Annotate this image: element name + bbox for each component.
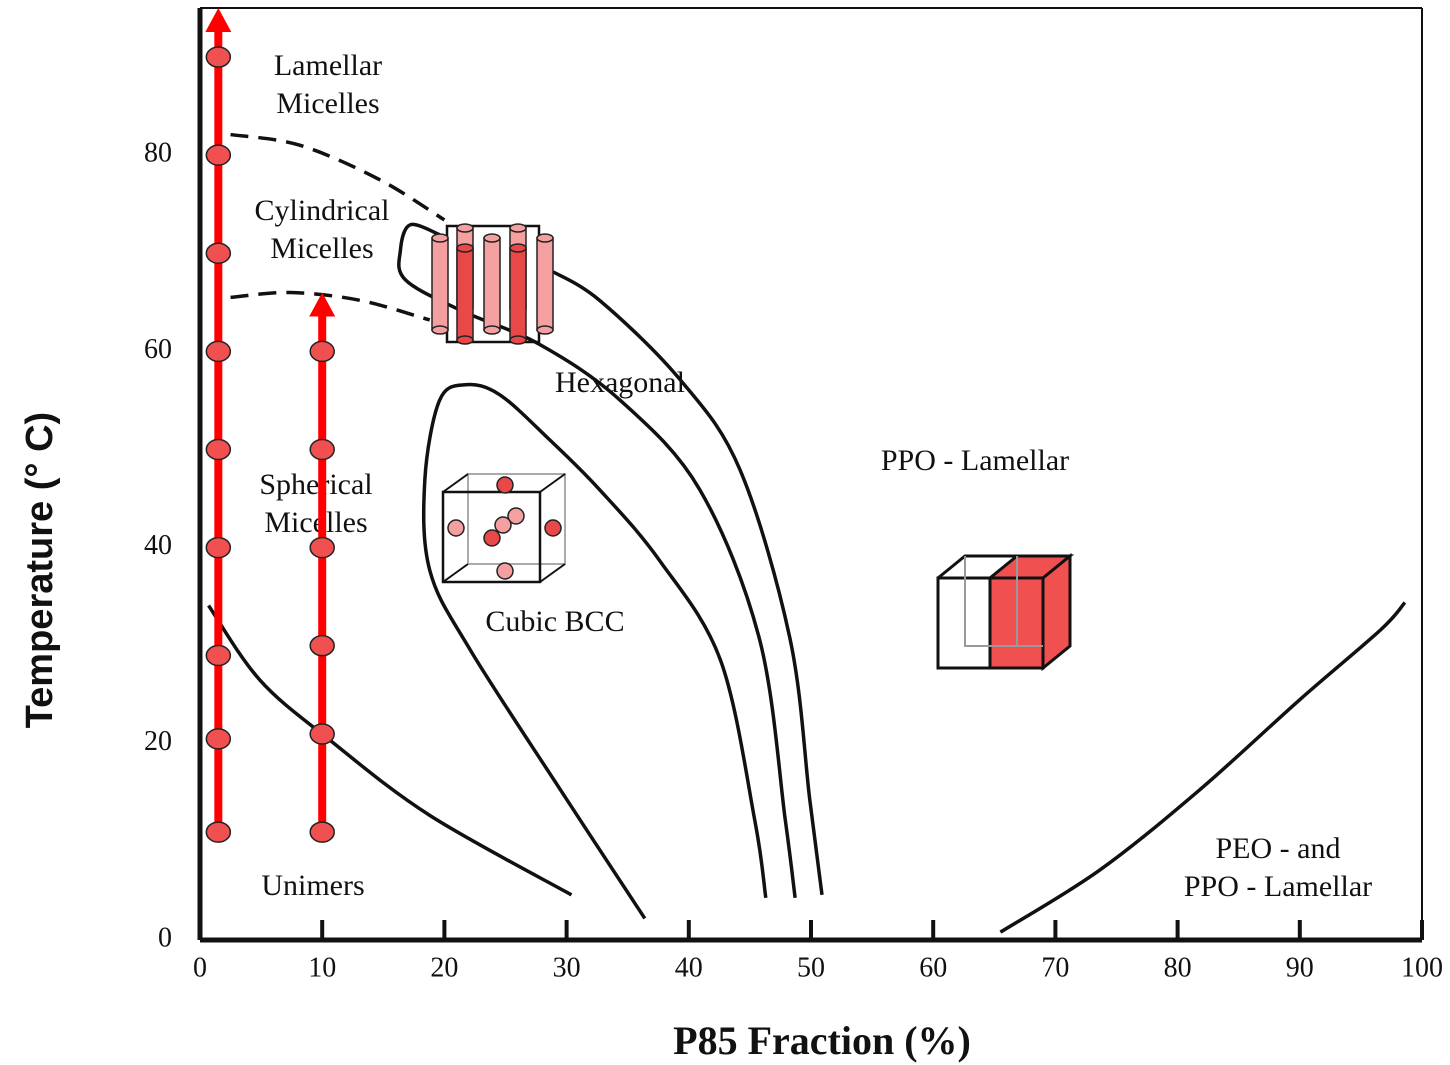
cylinder xyxy=(536,237,554,331)
data-point xyxy=(205,821,232,843)
y-tick-label: 0 xyxy=(158,922,172,953)
cylinder-bottom xyxy=(536,325,554,335)
x-tick-label: 10 xyxy=(308,952,336,983)
region-label: Hexagonal xyxy=(555,366,685,399)
atom xyxy=(496,476,514,494)
cube-back xyxy=(467,473,566,565)
phase-boundary xyxy=(397,222,797,899)
cylinder-top xyxy=(509,223,527,233)
region-label: Micelles xyxy=(270,232,373,265)
cube-front xyxy=(441,490,542,584)
region-label: Cubic BCC xyxy=(485,605,624,638)
region-label: Lamellar xyxy=(274,49,382,82)
cylinder-top xyxy=(431,233,449,243)
region-label: Micelles xyxy=(264,506,367,539)
x-tick-label: 60 xyxy=(919,952,947,983)
atom xyxy=(483,529,501,547)
x-tick-label: 70 xyxy=(1041,952,1069,983)
cylinder-bottom xyxy=(431,325,449,335)
x-tick-label: 30 xyxy=(553,952,581,983)
atom xyxy=(494,516,512,534)
lamellar-icon xyxy=(936,552,1075,672)
region-label: PPO - Lamellar xyxy=(881,444,1069,477)
cylinder-top xyxy=(456,243,474,253)
phase-boundary xyxy=(421,382,768,920)
x-axis-title: P85 Fraction (%) xyxy=(673,1018,971,1063)
cylinder-top xyxy=(483,233,501,243)
cylinder-top xyxy=(509,243,527,253)
data-point xyxy=(205,438,232,461)
y-tick-label: 20 xyxy=(144,726,172,757)
phase-boundary xyxy=(230,132,446,222)
region-label: Micelles xyxy=(276,87,379,120)
phase-boundary xyxy=(207,604,573,897)
arrow-head xyxy=(309,292,336,317)
bcc-icon xyxy=(441,473,566,584)
arrow-head xyxy=(205,8,232,32)
atom xyxy=(507,507,525,525)
data-point xyxy=(309,821,335,843)
cylinder-bottom xyxy=(509,335,527,345)
cylinder-top xyxy=(536,233,554,243)
y-tick-label: 60 xyxy=(144,334,172,365)
x-tick-label: 80 xyxy=(1164,952,1192,983)
data-point xyxy=(205,340,232,363)
x-tick-label: 40 xyxy=(675,952,703,983)
cylinder xyxy=(483,237,501,331)
data-point xyxy=(309,438,335,461)
data-point xyxy=(205,46,232,68)
cube-edge xyxy=(539,473,566,493)
data-point xyxy=(309,536,335,559)
y-tick-label: 40 xyxy=(144,530,172,561)
cube-edge xyxy=(539,563,566,583)
data-point xyxy=(309,634,335,657)
cylinder-bottom xyxy=(483,325,501,335)
lamella-red-side xyxy=(1041,552,1072,672)
x-tick-label: 0 xyxy=(193,952,207,983)
region-label: Spherical xyxy=(259,468,372,501)
data-point xyxy=(205,536,232,559)
cylinder-bottom xyxy=(456,335,474,345)
cube-edge xyxy=(442,563,469,583)
data-point xyxy=(205,242,232,265)
atom xyxy=(544,519,562,537)
x-tick-label: 50 xyxy=(797,952,825,983)
data-point xyxy=(205,144,232,166)
region-label: PEO - and xyxy=(1216,832,1341,865)
data-point xyxy=(309,340,335,363)
phase-boundary xyxy=(230,290,431,322)
x-tick-label: 90 xyxy=(1286,952,1314,983)
cylinder xyxy=(456,247,474,341)
cube-edge xyxy=(442,473,469,493)
cylinder-icon xyxy=(431,223,554,345)
data-point xyxy=(205,728,232,750)
data-point xyxy=(205,644,232,667)
x-tick-label: 20 xyxy=(430,952,458,983)
phase-boundary xyxy=(999,601,1407,934)
phase-boundary xyxy=(548,268,824,896)
y-tick-label: 80 xyxy=(144,138,172,169)
x-tick-label: 100 xyxy=(1401,952,1443,983)
atom xyxy=(496,562,514,580)
atom xyxy=(447,519,465,537)
cylinder xyxy=(431,237,449,331)
cylinder xyxy=(509,247,527,341)
region-label: Unimers xyxy=(261,869,364,902)
region-label: Cylindrical xyxy=(255,194,390,227)
data-point xyxy=(309,723,335,745)
y-axis-title: Temperature (° C) xyxy=(19,412,61,728)
region-label: PPO - Lamellar xyxy=(1184,870,1372,903)
cylinder-top xyxy=(456,223,474,233)
